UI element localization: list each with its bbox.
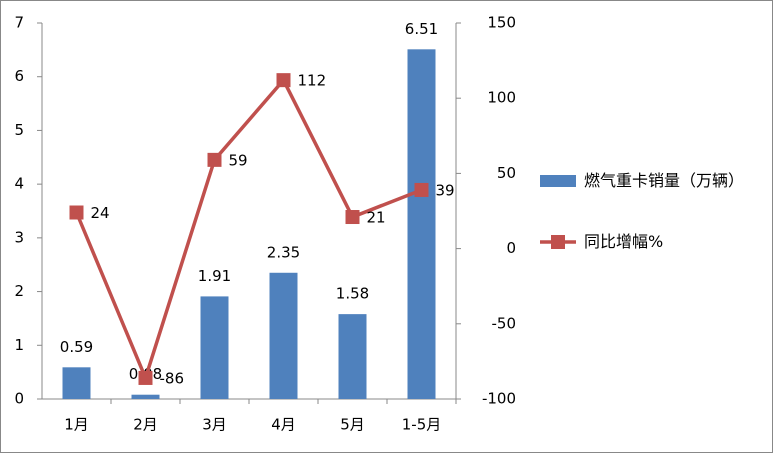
x-tick-label: 3月 (202, 416, 227, 434)
bar-value-label: 1.58 (336, 285, 369, 303)
x-tick-label: 1月 (64, 416, 89, 434)
y-tick-label: 4 (14, 175, 24, 193)
y-tick-label: 0 (14, 390, 24, 408)
bar (338, 314, 367, 399)
y-tick-label: 5 (14, 121, 24, 139)
y-tick-label: 7 (14, 14, 24, 32)
x-tick-label: 1-5月 (402, 416, 442, 434)
line (74, 77, 423, 384)
y-tick-label: 6 (14, 67, 24, 85)
legend-swatch (540, 175, 576, 187)
y2-tick-label: -50 (492, 314, 517, 332)
y-tick-label: 1 (14, 336, 24, 354)
x-tick-label: 5月 (340, 416, 365, 434)
line-value-label: 59 (229, 151, 248, 169)
bar-value-label: 0.59 (60, 338, 93, 356)
bar (407, 49, 436, 399)
line-value-label: 39 (436, 181, 455, 199)
line-value-label: 24 (91, 204, 110, 222)
line-marker (138, 370, 153, 385)
y-tick-label: 2 (14, 282, 24, 300)
y2-tick-label: -100 (482, 390, 516, 408)
line-value-label: -86 (160, 369, 185, 387)
bar (62, 367, 91, 399)
bar (200, 296, 229, 399)
y2-tick-label: 150 (487, 14, 516, 32)
bar-value-label: 6.51 (405, 20, 438, 38)
line-value-label: 112 (298, 72, 327, 90)
legend-entry: 燃气重卡销量（万辆） (584, 171, 745, 190)
y2-tick-label: 0 (506, 239, 516, 257)
line-marker (207, 152, 222, 167)
legend-text: 同比增幅% (584, 232, 664, 251)
line-marker (276, 73, 291, 88)
bar (269, 272, 298, 399)
bar (131, 394, 160, 399)
legend-entry: 同比增幅% (584, 232, 664, 251)
bar-value-label: 2.35 (267, 243, 300, 261)
line-marker (414, 182, 429, 197)
line-marker (69, 205, 84, 220)
y-tick-label: 3 (14, 228, 24, 246)
x-tick-label: 4月 (271, 416, 296, 434)
line-value-label: 21 (367, 209, 386, 227)
bar-value-label: 1.91 (198, 267, 231, 285)
x-tick-label: 2月 (133, 416, 158, 434)
line-marker (345, 210, 360, 225)
y2-tick-label: 100 (487, 89, 516, 107)
legend-marker (551, 235, 565, 249)
y2-tick-label: 50 (497, 164, 516, 182)
legend-text: 燃气重卡销量（万辆） (584, 171, 745, 190)
